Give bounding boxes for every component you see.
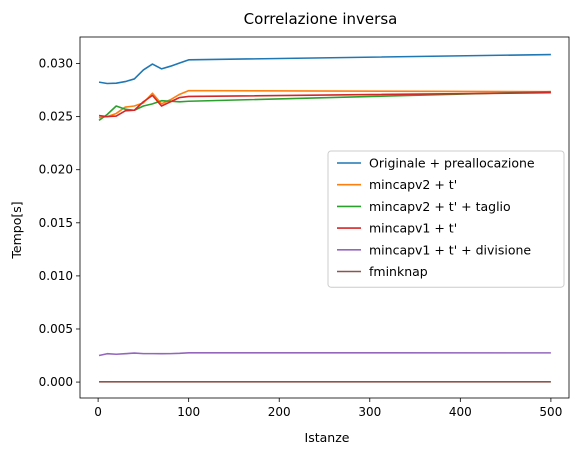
y-tick-label: 0.025 — [39, 110, 73, 124]
legend-entry: mincapv2 + t' + taglio — [369, 199, 511, 214]
y-axis: 0.000 0.005 0.010 0.015 0.020 0.025 0.030 — [39, 57, 80, 389]
y-tick-label: 0.010 — [39, 269, 73, 283]
x-tick-label: 300 — [358, 405, 381, 419]
x-tick-label: 0 — [94, 405, 102, 419]
y-axis-label: Tempo[s] — [9, 201, 24, 259]
y-tick-label: 0.020 — [39, 163, 73, 177]
series-line-5 — [98, 351, 551, 357]
series-line-4 — [98, 91, 551, 118]
legend-entry: mincapv1 + t' — [369, 221, 457, 236]
y-tick-label: 0.015 — [39, 216, 73, 230]
y-tick-label: 0.000 — [39, 375, 73, 389]
x-tick-label: 500 — [539, 405, 562, 419]
y-tick-label: 0.030 — [39, 57, 73, 71]
plot-area — [98, 53, 551, 383]
legend-box — [327, 150, 565, 288]
chart-title: Correlazione inversa — [244, 10, 398, 28]
x-tick-label: 100 — [177, 405, 200, 419]
x-axis-label: Istanze — [305, 430, 350, 445]
series-line-3 — [98, 90, 551, 122]
legend: Originale + preallocazione mincapv2 + t' m… — [327, 150, 565, 288]
legend-entry: Originale + preallocazione — [369, 156, 535, 171]
legend-entry: mincapv1 + t' + divisione — [369, 242, 531, 257]
legend-entry: fminknap — [369, 264, 428, 279]
x-tick-label: 200 — [268, 405, 291, 419]
x-axis: 0 100 200 300 400 500 — [94, 398, 562, 419]
axes-frame — [79, 36, 570, 399]
legend-entry: mincapv2 + t' — [369, 177, 457, 192]
series-line-1 — [98, 53, 551, 85]
x-tick-label: 400 — [449, 405, 472, 419]
y-tick-label: 0.005 — [39, 322, 73, 336]
